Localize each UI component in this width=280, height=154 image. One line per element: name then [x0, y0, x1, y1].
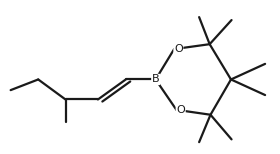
Text: B: B	[152, 75, 159, 84]
Text: O: O	[176, 105, 185, 115]
Text: O: O	[174, 44, 183, 54]
